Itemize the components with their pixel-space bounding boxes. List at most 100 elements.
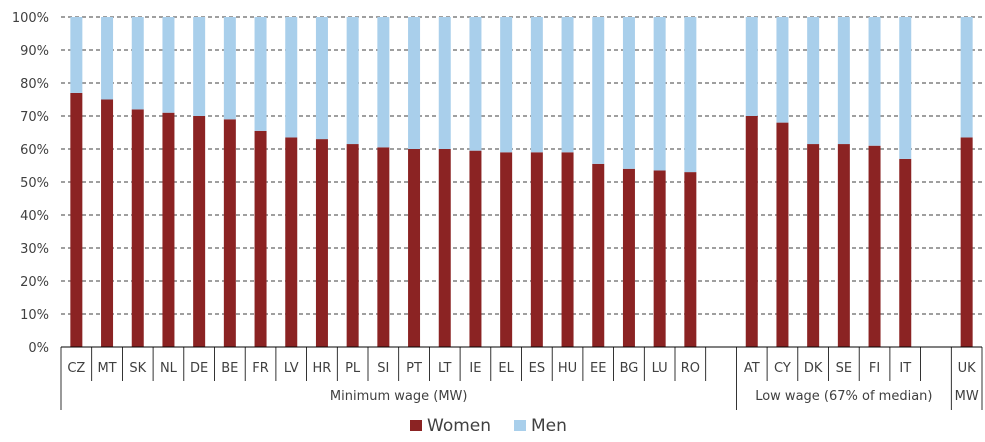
bar-men-si [377, 17, 390, 148]
bar-women-se [837, 144, 850, 347]
bar-women-it [899, 158, 912, 347]
bar-men-hr [315, 17, 328, 140]
bar-men-lv [285, 17, 298, 138]
x-tick-label: NL [160, 361, 178, 376]
bar-men-it [899, 17, 912, 159]
bar-men-at [745, 17, 758, 116]
bar-women-pl [346, 144, 359, 347]
axes: 0% 10% 20% 30% 40% 50% 60% 70% 80% 90% 100% CZ MT SK N… [12, 11, 983, 410]
bar-women-dk [807, 144, 820, 347]
x-tick-label: IT [899, 361, 911, 376]
bar-men-be [223, 17, 236, 120]
x-tick-label: BG [620, 361, 639, 376]
bar-women-ie [469, 150, 482, 347]
group-label-uk-mw: MW [955, 389, 979, 404]
bar-men-fi [868, 17, 881, 146]
x-tick-label: CZ [67, 361, 85, 376]
x-tick-label: IE [469, 361, 481, 376]
bar-women-bg [622, 168, 635, 347]
bar-women-ee [592, 163, 605, 347]
group-label-low-wage: Low wage (67% of median) [755, 389, 932, 404]
bar-men-mt [101, 17, 114, 100]
x-tick-label: PT [406, 361, 422, 376]
y-tick-label: 100% [12, 11, 49, 26]
legend-men-swatch [514, 420, 526, 431]
bar-women-be [223, 119, 236, 347]
x-tick-label: RO [681, 361, 700, 376]
x-tick-label: AT [744, 361, 760, 376]
legend-women-swatch [410, 420, 422, 431]
bar-men-cy [776, 17, 789, 123]
x-tick-label: EE [590, 361, 606, 376]
x-tick-label: EL [498, 361, 514, 376]
bar-men-uk [960, 17, 973, 138]
bar-men-se [837, 17, 850, 145]
bar-men-pl [346, 17, 359, 145]
bar-men-nl [162, 17, 175, 113]
bar-women-si [377, 147, 390, 347]
x-tick-label: SI [377, 361, 389, 376]
bar-women-es [530, 152, 543, 347]
y-tick-label: 40% [20, 209, 49, 224]
x-tick-label: LT [438, 361, 451, 376]
x-tick-label: DE [190, 361, 208, 376]
bar-men-es [530, 17, 543, 153]
bar-women-pt [408, 149, 421, 347]
bar-men-sk [131, 17, 144, 110]
y-tick-label: 80% [20, 77, 49, 92]
x-tick-label: HU [558, 361, 577, 376]
bar-men-ee [592, 17, 605, 164]
bar-women-ro [684, 172, 697, 347]
x-tick-label: UK [958, 361, 977, 376]
legend: Women Men [410, 416, 567, 436]
bar-men-lt [438, 17, 451, 149]
bar-women-cz [70, 92, 83, 348]
bar-men-lu [653, 17, 666, 171]
bar-women-fr [254, 130, 267, 347]
bar-men-de [193, 17, 206, 116]
x-tick-label: MT [97, 361, 116, 376]
bar-women-el [500, 152, 513, 347]
x-tick-label: SK [129, 361, 146, 376]
bar-men-dk [807, 17, 820, 145]
bar-men-ie [469, 17, 482, 151]
bar-women-hu [561, 152, 574, 347]
x-tick-label: PL [345, 361, 361, 376]
bar-women-fi [868, 145, 881, 347]
legend-men-label: Men [531, 416, 567, 436]
bar-women-cy [776, 122, 789, 347]
x-tick-label: BE [221, 361, 238, 376]
x-tick-label: FI [869, 361, 880, 376]
bar-women-lv [285, 137, 298, 347]
bar-women-uk [960, 137, 973, 347]
x-tick-label: CY [774, 361, 791, 376]
bar-men-cz [70, 17, 83, 93]
bar-men-bg [622, 17, 635, 169]
y-tick-label: 70% [20, 110, 49, 125]
bars [70, 17, 973, 348]
y-tick-label: 60% [20, 143, 49, 158]
y-tick-label: 20% [20, 275, 49, 290]
x-tick-label: HR [313, 361, 332, 376]
bar-men-el [500, 17, 513, 153]
bar-women-at [745, 116, 758, 347]
group-label-minimum-wage: Minimum wage (MW) [330, 389, 468, 404]
x-tick-label: DK [804, 361, 823, 376]
x-tick-label: FR [252, 361, 269, 376]
y-tick-label: 10% [20, 308, 49, 323]
bar-women-hr [315, 139, 328, 347]
y-tick-label: 90% [20, 44, 49, 59]
bar-men-fr [254, 17, 267, 131]
bar-women-lt [438, 149, 451, 347]
bar-women-nl [162, 112, 175, 347]
y-tick-label: 30% [20, 242, 49, 257]
y-tick-label: 0% [28, 341, 49, 356]
x-tick-label: ES [529, 361, 545, 376]
y-tick-label: 50% [20, 176, 49, 191]
legend-women-label: Women [427, 416, 491, 436]
x-tick-label: LV [284, 361, 299, 376]
x-tick-label: LU [652, 361, 668, 376]
bar-women-de [193, 116, 206, 347]
